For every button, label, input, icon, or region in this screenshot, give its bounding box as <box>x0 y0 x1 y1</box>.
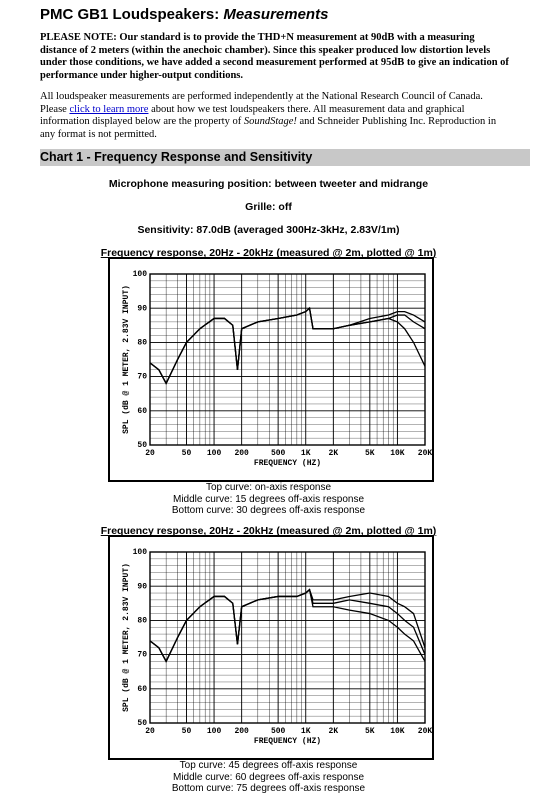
plot-frame <box>149 273 426 446</box>
response-curve <box>149 588 426 663</box>
y-axis-label: SPL (dB @ 1 METER, 2.83V INPUT) <box>122 285 131 434</box>
intro-text: and Schneider Publishing Inc. Reproducti… <box>40 116 497 140</box>
title-text: PMC GB1 Loudspeakers: <box>40 6 224 23</box>
response-curve <box>149 306 426 385</box>
x-tick-label: 1K <box>301 727 311 736</box>
info-line: Grille: off <box>245 201 292 213</box>
info-line: Sensitivity: 87.0dB (averaged 300Hz-3kHz… <box>137 224 400 236</box>
x-tick-label: 500 <box>271 449 286 458</box>
y-tick-label: 100 <box>133 270 148 279</box>
curve-caption: Middle curve: 60 degrees off-axis respon… <box>172 771 365 783</box>
x-tick-label: 500 <box>271 727 286 736</box>
x-tick-label: 5K <box>365 727 375 736</box>
x-tick-label: 1K <box>301 449 311 458</box>
x-tick-label: 10K <box>390 449 405 458</box>
learn-more-link[interactable]: click to learn more <box>69 103 149 115</box>
x-tick-label: 100 <box>207 449 222 458</box>
y-axis-label: SPL (dB @ 1 METER, 2.83V INPUT) <box>122 563 131 712</box>
y-tick-label: 90 <box>137 304 147 313</box>
x-tick-label: 20K <box>418 449 433 458</box>
x-tick-label: 200 <box>234 727 249 736</box>
y-tick-label: 80 <box>137 339 147 348</box>
x-tick-label: 50 <box>182 449 192 458</box>
curve-caption: Top curve: on-axis response <box>205 482 332 493</box>
chart-frame <box>108 535 434 760</box>
x-axis-label: FREQUENCY (HZ) <box>254 459 321 468</box>
intro-italic: SoundStage! <box>243 116 297 127</box>
y-tick-label: 70 <box>137 651 147 660</box>
curve-caption: Top curve: 45 degrees off-axis response <box>179 760 358 771</box>
x-tick-label: 10K <box>390 727 405 736</box>
y-tick-label: 60 <box>137 685 147 694</box>
response-curve <box>149 588 426 663</box>
y-tick-label: 80 <box>137 617 147 626</box>
y-tick-label: 100 <box>133 548 148 557</box>
x-tick-label: 20 <box>145 449 155 458</box>
y-tick-label: 50 <box>137 441 147 450</box>
y-tick-label: 70 <box>137 373 147 382</box>
intro-text: All loudspeaker measurements are perform… <box>40 91 483 115</box>
x-tick-label: 200 <box>234 449 249 458</box>
y-tick-label: 60 <box>137 407 147 416</box>
intro: All loudspeaker measurements are perform… <box>40 91 510 141</box>
curve-caption: Middle curve: 15 degrees off-axis respon… <box>172 493 365 505</box>
x-tick-label: 2K <box>329 727 339 736</box>
x-tick-label: 5K <box>365 449 375 458</box>
chart-frame <box>108 257 434 482</box>
x-tick-label: 100 <box>207 727 222 736</box>
x-tick-label: 50 <box>182 727 192 736</box>
page-title: PMC GB1 Loudspeakers: Measurements <box>40 6 328 23</box>
chart-title: Frequency response, 20Hz - 20kHz (measur… <box>100 525 437 537</box>
x-tick-label: 20K <box>418 727 433 736</box>
y-tick-label: 90 <box>137 582 147 591</box>
x-tick-label: 20 <box>145 727 155 736</box>
info-line: Microphone measuring position: between t… <box>108 178 429 190</box>
title-italic: Measurements <box>223 6 329 23</box>
curve-caption: Bottom curve: 30 degrees off-axis respon… <box>171 505 366 516</box>
note: PLEASE NOTE: Our standard is to provide … <box>40 32 509 81</box>
section-header: Chart 1 - Frequency Response and Sensiti… <box>40 149 530 166</box>
intro-text: about how we test loudspeakers there. Al… <box>40 103 465 128</box>
chart-title: Frequency response, 20Hz - 20kHz (measur… <box>100 247 437 259</box>
response-curve <box>149 588 426 663</box>
y-tick-label: 50 <box>137 719 147 728</box>
plot-frame <box>149 551 426 724</box>
x-axis-label: FREQUENCY (HZ) <box>254 737 321 746</box>
x-tick-label: 2K <box>329 449 339 458</box>
curve-caption: Bottom curve: 75 degrees off-axis respon… <box>171 783 366 794</box>
